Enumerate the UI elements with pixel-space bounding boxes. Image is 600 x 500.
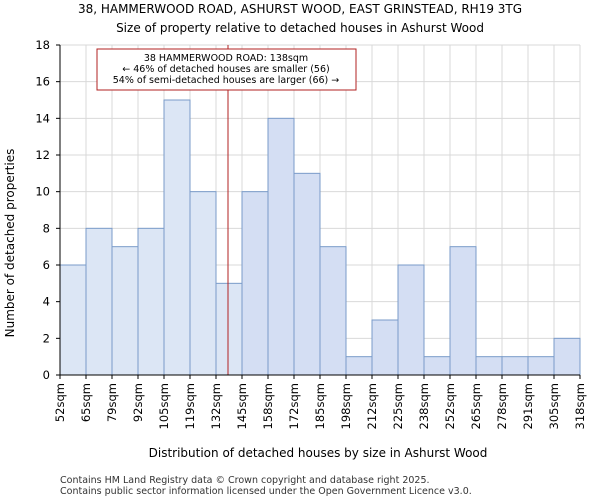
x-tick-label: 252sqm <box>443 383 457 429</box>
bar <box>137 227 165 376</box>
bar <box>553 337 581 376</box>
annotation-box: 38 HAMMERWOOD ROAD: 138sqm ← 46% of deta… <box>96 48 357 91</box>
annotation-line-1: 38 HAMMERWOOD ROAD: 138sqm <box>144 53 308 64</box>
x-tick-label: 305sqm <box>547 383 561 429</box>
bar <box>215 282 243 376</box>
x-tick-label: 238sqm <box>417 383 431 429</box>
footer-line-1: Contains HM Land Registry data © Crown c… <box>60 475 430 486</box>
x-axis-label: Distribution of detached houses by size … <box>149 446 488 460</box>
annotation-line-2: ← 46% of detached houses are smaller (56… <box>122 64 329 75</box>
y-tick-label: 10 <box>35 185 50 199</box>
bar <box>423 356 451 376</box>
y-tick-label: 14 <box>35 111 50 125</box>
y-tick-label: 16 <box>35 75 50 89</box>
x-tick-label: 158sqm <box>261 383 275 429</box>
bars-layer <box>59 99 581 376</box>
bar <box>397 264 425 376</box>
x-tick-label: 185sqm <box>313 383 327 429</box>
y-tick-label: 18 <box>35 38 50 52</box>
y-tick-label: 0 <box>43 368 50 382</box>
x-tick-label: 225sqm <box>391 383 405 429</box>
bar <box>345 356 373 376</box>
x-tick-label: 145sqm <box>235 383 249 429</box>
x-tick-label: 212sqm <box>365 383 379 429</box>
bar <box>319 246 347 376</box>
bar <box>267 117 295 376</box>
x-tick-label: 265sqm <box>469 383 483 429</box>
x-tick-label: 198sqm <box>339 383 353 429</box>
x-tick-label: 65sqm <box>79 383 93 422</box>
x-tick-label: 278sqm <box>495 383 509 429</box>
x-tick-label: 172sqm <box>287 383 301 429</box>
x-tick-label: 79sqm <box>105 383 119 422</box>
y-tick-label: 12 <box>35 148 50 162</box>
bar <box>449 246 477 376</box>
bar <box>111 246 139 376</box>
x-tick-label: 92sqm <box>131 383 145 422</box>
bar <box>163 99 191 376</box>
bar <box>371 319 399 376</box>
x-tick-label: 132sqm <box>209 383 223 429</box>
x-tick-label: 291sqm <box>521 383 535 429</box>
y-tick-label: 2 <box>43 331 50 345</box>
annotation-border <box>96 48 357 91</box>
ticks-layer: 0 2 4 6 8 10 12 14 16 18 52sqm 65sqm 79sqm 92sqm 105sq… <box>35 38 587 429</box>
bar <box>475 356 503 376</box>
bar <box>59 264 87 376</box>
bar <box>85 227 113 376</box>
x-tick-label: 105sqm <box>157 383 171 429</box>
chart-subtitle: Size of property relative to detached ho… <box>116 21 484 35</box>
x-tick-label: 119sqm <box>183 383 197 429</box>
bar <box>189 191 217 376</box>
bar <box>293 172 321 376</box>
bar <box>501 356 529 376</box>
footer-line-2: Contains public sector information licen… <box>60 486 472 497</box>
y-tick-label: 6 <box>43 258 50 272</box>
bar <box>527 356 555 376</box>
annotation-line-3: 54% of semi-detached houses are larger (… <box>113 75 340 86</box>
x-tick-label: 318sqm <box>573 383 587 429</box>
x-tick-label: 52sqm <box>53 383 67 422</box>
chart-title: 38, HAMMERWOOD ROAD, ASHURST WOOD, EAST … <box>78 2 522 16</box>
bar <box>241 191 269 376</box>
y-tick-label: 8 <box>43 221 50 235</box>
y-axis-label: Number of detached properties <box>3 149 17 338</box>
y-tick-label: 4 <box>43 295 50 309</box>
